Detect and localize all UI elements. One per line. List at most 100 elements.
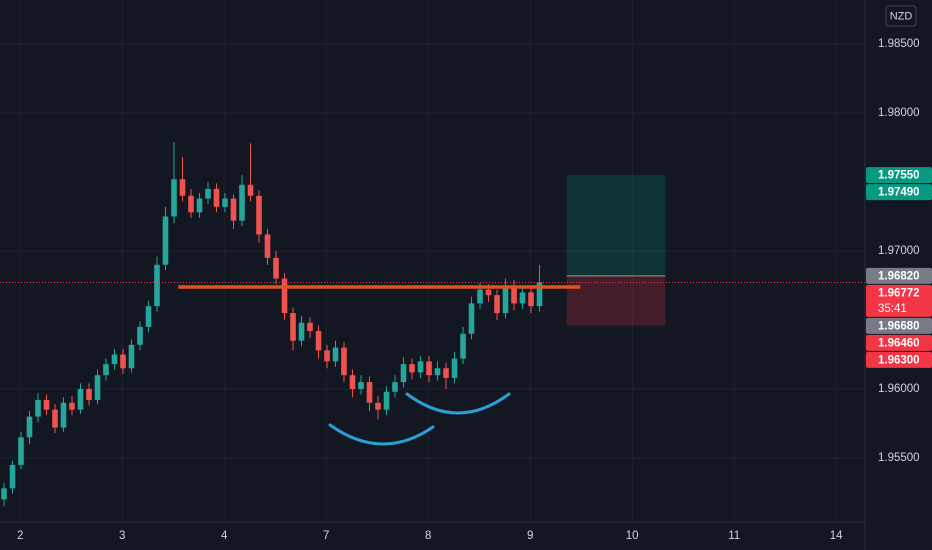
candle-body	[451, 358, 458, 378]
candle-body	[315, 331, 322, 351]
candle-body	[349, 375, 356, 389]
candle-body	[145, 306, 152, 327]
candle-body	[426, 361, 432, 376]
candle-body	[366, 382, 373, 403]
axes: 1.95500 1.96000 1.97000 1.98000 1.98500 2 3 4 7 8…	[17, 38, 932, 542]
y-tick-label: 1.98000	[878, 107, 920, 119]
drawings	[0, 281, 865, 446]
price-label: 1.97490	[878, 187, 920, 199]
price-label-bg	[866, 351, 932, 368]
price-label-bg	[866, 167, 932, 184]
candle-body	[375, 402, 381, 410]
y-tick-label: 1.98500	[878, 38, 920, 50]
x-tick-label: 11	[728, 530, 740, 542]
currency: NZD	[890, 10, 913, 22]
candle-body	[103, 364, 109, 376]
candle-body	[434, 368, 441, 376]
stop-zone	[566, 275, 666, 326]
candle-body	[77, 388, 84, 410]
price-label-bg	[866, 184, 932, 201]
candle-body	[162, 216, 169, 265]
pattern-arc	[328, 423, 435, 446]
price-label: 1.96680	[878, 320, 920, 332]
candle-body	[52, 409, 58, 428]
candle-body	[137, 326, 143, 345]
candle-body	[256, 195, 262, 235]
x-tick-label: 10	[626, 530, 639, 542]
candle-body	[290, 313, 296, 341]
candle-body	[332, 347, 339, 362]
candle-body	[94, 375, 101, 401]
candle-body	[171, 179, 177, 217]
candle-body	[477, 289, 483, 304]
candle-body	[43, 400, 50, 410]
candle-body	[69, 402, 75, 410]
candle-body	[264, 234, 271, 258]
candle-body	[179, 179, 186, 196]
target-zone	[566, 175, 666, 276]
x-tick-label: 9	[527, 530, 533, 542]
y-tick-label: 1.97000	[878, 245, 920, 257]
price-label: 1.96300	[878, 354, 920, 366]
position-tool	[566, 175, 666, 326]
candle-body	[18, 437, 24, 465]
candle-body	[86, 388, 92, 401]
candle-body	[1, 488, 7, 500]
pattern-arc	[405, 392, 511, 415]
candles	[1, 141, 543, 507]
candle-body	[494, 295, 500, 314]
candle-body	[460, 333, 466, 359]
y-tick-label: 1.95500	[878, 452, 920, 464]
candle-body	[536, 282, 543, 307]
price-label: 1.97550	[878, 170, 920, 182]
grid	[0, 0, 865, 522]
price-label-bg	[866, 284, 932, 317]
x-tick-label: 7	[323, 530, 329, 542]
candle-body	[196, 198, 203, 213]
candle-body	[273, 257, 279, 279]
price-label-bg	[866, 317, 932, 334]
candle-body	[502, 285, 509, 314]
candle-body	[247, 184, 254, 196]
candle-body	[485, 289, 492, 296]
price-label-bg	[866, 334, 932, 351]
candle-body	[213, 188, 220, 207]
candle-body	[9, 464, 16, 489]
candle-body	[35, 400, 41, 417]
candle-body	[511, 285, 517, 304]
candle-body	[519, 292, 526, 304]
candle-body	[26, 416, 33, 438]
candle-body	[528, 292, 534, 307]
candle-body	[468, 303, 475, 334]
price-label: 1.96772	[878, 287, 920, 299]
x-tick-label: 3	[119, 530, 125, 542]
candle-body	[154, 264, 160, 307]
candle-body	[120, 354, 126, 369]
candle-body	[239, 184, 245, 221]
x-tick-label: 14	[830, 530, 843, 542]
candle-body	[111, 354, 118, 365]
currency-badge	[885, 5, 917, 27]
price-label-bg	[866, 267, 932, 284]
candle-body	[358, 382, 364, 389]
candle-body	[400, 364, 407, 383]
candle-body	[128, 344, 135, 369]
candle-body	[281, 278, 288, 314]
candle-body	[409, 364, 415, 373]
candle-body	[392, 382, 398, 392]
candle-body	[222, 198, 228, 207]
candle-body	[383, 391, 390, 410]
y-tick-label: 1.96000	[878, 383, 920, 395]
candle-body	[230, 198, 237, 221]
candle-body	[205, 188, 211, 199]
x-tick-label: 8	[425, 530, 431, 542]
x-tick-label: 4	[221, 530, 228, 542]
candle-body	[443, 368, 449, 378]
candle-body	[60, 402, 67, 428]
candle-body	[324, 350, 330, 362]
candle-body	[417, 361, 424, 373]
candle-body	[298, 322, 305, 341]
countdown: 35:41	[878, 303, 907, 315]
price-label: 1.96820	[878, 270, 920, 282]
